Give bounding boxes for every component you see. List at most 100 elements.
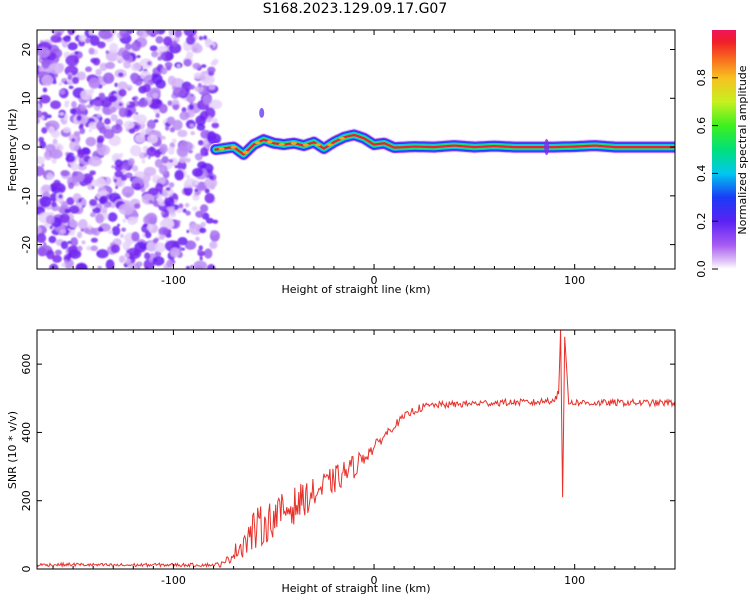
noise-blob [124, 43, 132, 51]
noise-blob [131, 97, 136, 101]
noise-blob [134, 133, 146, 143]
noise-blob [87, 183, 93, 191]
noise-blob [192, 62, 201, 69]
spectrogram-ylabel: Frequency (Hz) [6, 109, 19, 192]
noise-blob [79, 127, 86, 135]
noise-blob [49, 149, 63, 159]
noise-blob [155, 36, 164, 44]
noise-blob [50, 34, 62, 43]
noise-blob [188, 84, 196, 90]
spectrogram-ytick-label: 0 [20, 144, 33, 151]
noise-blob [65, 229, 70, 234]
noise-blob [97, 226, 103, 232]
noise-blob [42, 87, 48, 93]
noise-blob [121, 186, 135, 198]
snr-line [37, 330, 675, 569]
noise-blob [148, 199, 154, 204]
noise-blob [126, 247, 142, 260]
signal-peak [266, 140, 273, 144]
noise-blob [80, 198, 87, 206]
noise-blob [51, 158, 57, 164]
noise-blob [39, 196, 52, 208]
noise-blob [179, 111, 190, 121]
noise-blob [155, 99, 162, 104]
snr-xtick-label: -100 [161, 574, 186, 587]
noise-blob [114, 82, 119, 88]
noise-blob [185, 157, 191, 163]
noise-blob [172, 241, 178, 248]
noise-blob [164, 61, 173, 68]
noise-blob [111, 165, 116, 169]
noise-blob [80, 228, 85, 232]
noise-blob [96, 114, 102, 118]
noise-blob [186, 174, 191, 179]
noise-blob [103, 202, 111, 208]
noise-blob [172, 138, 177, 144]
noise-blob [165, 187, 171, 191]
noise-blob [157, 56, 163, 61]
noise-blob [113, 178, 117, 183]
signal-peak [254, 141, 261, 145]
colorbar-tick-label: 0.4 [695, 165, 708, 183]
noise-blob [204, 193, 215, 204]
colorbar-tick-label: 0.6 [695, 117, 708, 135]
noise-blob [167, 75, 176, 86]
noise-blob [59, 213, 70, 224]
noise-blob [149, 146, 155, 152]
noise-blob [154, 258, 158, 262]
snr-ytick-label: 600 [20, 354, 33, 375]
noise-blob [141, 159, 146, 164]
noise-blob [178, 141, 193, 152]
noise-blob [99, 196, 107, 205]
noise-blob [155, 182, 164, 193]
noise-blob [186, 229, 190, 234]
noise-blob [184, 240, 197, 250]
noise-blob [78, 198, 82, 202]
noise-blob [50, 100, 62, 110]
noise-blob [177, 160, 187, 171]
noise-blob [117, 223, 120, 227]
noise-blob [53, 179, 61, 188]
noise-blob [87, 224, 92, 230]
noise-blob [58, 89, 66, 95]
noise-blob [191, 43, 203, 54]
noise-blob [201, 64, 207, 68]
noise-blob [169, 211, 177, 218]
noise-blob [181, 247, 185, 251]
noise-blob [197, 161, 207, 169]
noise-blob [146, 240, 158, 252]
noise-blob [88, 121, 99, 130]
noise-blob [95, 68, 102, 76]
noise-blob [152, 238, 159, 244]
noise-blob [146, 119, 156, 130]
noise-blob [96, 249, 109, 259]
noise-blob [67, 245, 79, 255]
noise-blob [195, 210, 204, 218]
noise-blob [121, 50, 131, 61]
signal-peak [290, 141, 297, 145]
noise-blob [158, 177, 166, 185]
noise-blob [192, 167, 204, 177]
noise-blob [174, 165, 178, 169]
noise-blob [80, 89, 93, 101]
noise-blob [166, 259, 174, 268]
noise-blob [178, 157, 187, 164]
noise-blob [41, 163, 45, 168]
noise-blob [143, 166, 157, 177]
noise-blob [78, 34, 87, 42]
noise-blob [60, 262, 66, 268]
noise-blob [182, 208, 187, 213]
noise-blob [152, 92, 159, 99]
noise-blob [124, 172, 133, 179]
noise-blob [133, 125, 139, 130]
snr-xlabel: Height of straight line (km) [281, 582, 430, 595]
noise-blob [74, 51, 79, 55]
noise-blob [193, 260, 208, 269]
noise-blob [109, 42, 119, 54]
noise-blob [131, 41, 141, 52]
noise-blob [110, 244, 120, 254]
noise-blob [90, 237, 98, 243]
noise-blob [111, 124, 123, 134]
noise-blob [54, 249, 62, 256]
noise-blob [194, 179, 199, 186]
